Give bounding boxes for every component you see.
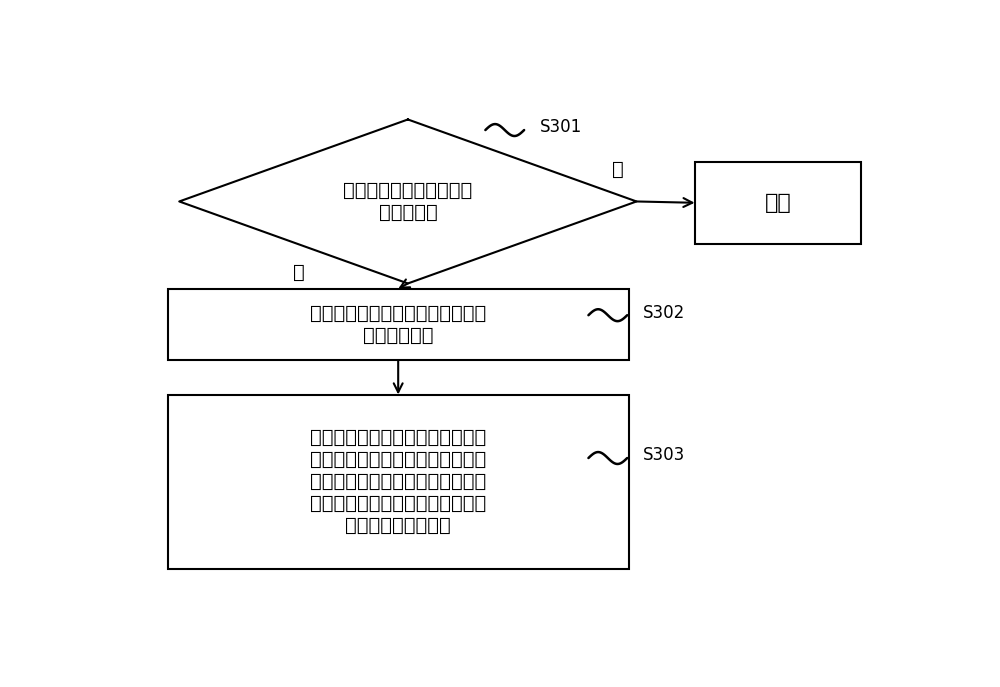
Text: 根据预设的表面温度值、资源占用
率及频率值的对应关系，确定在处
理器的资源占用率为所述当前资源
占用率时，与所述表面温度值对应
的频率值为目标频率: 根据预设的表面温度值、资源占用 率及频率值的对应关系，确定在处 理器的资源占用率… [310, 428, 486, 535]
Text: 判断当前运行的应用程序
是否为一个: 判断当前运行的应用程序 是否为一个 [343, 181, 473, 222]
Text: S302: S302 [643, 304, 685, 322]
Bar [695, 161, 861, 244]
Text: 否: 否 [612, 160, 623, 179]
Text: S303: S303 [643, 447, 685, 464]
Text: 是: 是 [294, 263, 305, 282]
Text: 结束: 结束 [765, 193, 791, 213]
Bar [168, 394, 629, 569]
Text: S301: S301 [540, 118, 582, 137]
Bar [168, 289, 629, 360]
Text: 获取所述当前运行的应用程序的当
前资源占用率: 获取所述当前运行的应用程序的当 前资源占用率 [310, 304, 486, 345]
